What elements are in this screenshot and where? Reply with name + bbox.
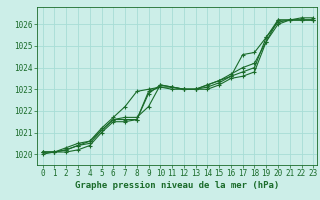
X-axis label: Graphe pression niveau de la mer (hPa): Graphe pression niveau de la mer (hPa) — [75, 181, 279, 190]
